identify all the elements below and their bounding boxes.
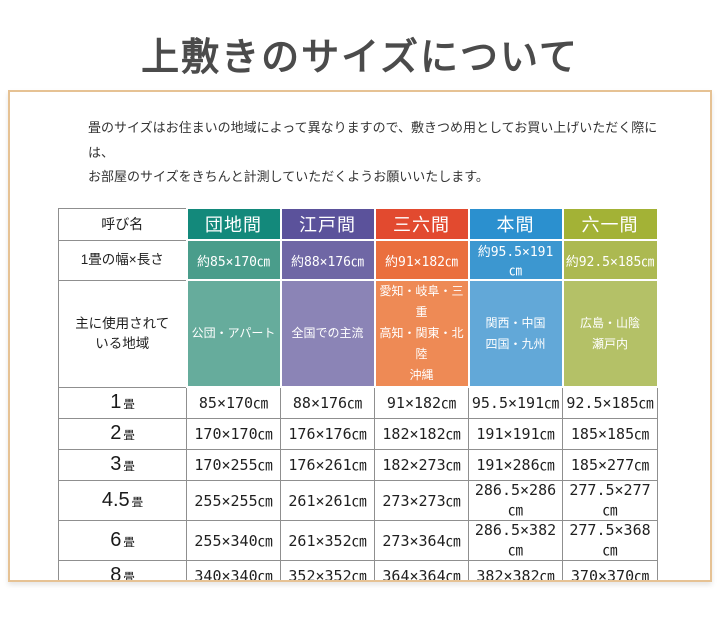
size-value-cell: 95.5×191㎝	[468, 386, 563, 419]
size-value-cell: 261×352㎝	[280, 519, 375, 561]
mat-count-unit: 畳	[123, 536, 135, 549]
region-cell: 愛知・岐阜・三重 高知・関東・北陸 沖縄	[373, 279, 470, 389]
size-value-cell: 261×261㎝	[280, 479, 375, 521]
column-header: 六一間	[561, 207, 659, 242]
size-value-cell: 277.5×277㎝	[562, 479, 658, 521]
mat-count-number: 2	[110, 422, 122, 445]
column-header: 本間	[467, 207, 564, 242]
size-value-cell: 364×364㎝	[374, 559, 469, 580]
size-value-cell: 170×255㎝	[186, 448, 281, 481]
mat-count-number: 4.5	[101, 488, 130, 511]
size-value-cell: 370×370㎝	[562, 559, 658, 580]
size-value-cell: 185×185㎝	[562, 417, 658, 450]
size-table-wrapper: 呼び名 団地間 江戸間 三六間 本間 六一間 1畳の幅×長さ 約85×170㎝ 約88×176㎝…	[58, 207, 710, 582]
size-value-cell: 91×182㎝	[374, 386, 469, 419]
size-value-cell: 88×176㎝	[280, 386, 375, 419]
size-value-cell: 176×176㎝	[280, 417, 375, 450]
region-cell: 公団・アパート	[185, 279, 282, 389]
page-title: 上敷きのサイズについて	[141, 34, 579, 79]
size-value-cell: 92.5×185㎝	[562, 386, 658, 419]
mat-count-number: 1	[110, 391, 122, 414]
one-mat-size-cell: 約88×176㎝	[279, 239, 376, 282]
size-row: 1 畳 85×170㎝ 88×176㎝ 91×182㎝ 95.5×191㎝ 92.5×185…	[58, 386, 658, 419]
tatami-size-table: 呼び名 団地間 江戸間 三六間 本間 六一間 1畳の幅×長さ 約85×170㎝ 約88×176㎝…	[58, 207, 659, 582]
corner-label: 呼び名	[58, 207, 187, 241]
one-mat-row-label: 1畳の幅×長さ	[58, 239, 187, 281]
size-row: 6 畳 255×340㎝ 261×352㎝ 273×364㎝ 286.5×382㎝ 277.…	[58, 519, 658, 561]
size-value-cell: 273×273㎝	[374, 479, 469, 521]
region-cell: 全国での主流	[279, 279, 376, 389]
size-value-cell: 176×261㎝	[280, 448, 375, 481]
one-mat-size-cell: 約92.5×185㎝	[561, 239, 659, 282]
mat-count-number: 3	[110, 453, 122, 476]
size-row: 2 畳 170×170㎝ 176×176㎝ 182×182㎝ 191×191㎝ 185×18…	[58, 417, 658, 450]
size-value-cell: 182×182㎝	[374, 417, 469, 450]
intro-line-1: 畳のサイズはお住まいの地域によって異なりますので、敷きつめ用としてお買い上げいた…	[88, 120, 658, 160]
mat-count-number: 6	[110, 528, 122, 551]
regions-row-label: 主に使用されて いる地域	[58, 279, 187, 388]
size-value-cell: 191×286㎝	[468, 448, 563, 481]
content-box: 畳のサイズはお住まいの地域によって異なりますので、敷きつめ用としてお買い上げいた…	[8, 90, 712, 582]
one-mat-size-cell: 約91×182㎝	[373, 239, 470, 282]
size-value-cell: 340×340㎝	[186, 559, 281, 580]
size-row: 3 畳 170×255㎝ 176×261㎝ 182×273㎝ 191×286㎝ 185×27…	[58, 448, 658, 481]
size-value-cell: 191×191㎝	[468, 417, 563, 450]
mat-count-unit: 畳	[123, 399, 135, 412]
region-cell: 関西・中国 四国・九州	[467, 279, 564, 389]
size-value-cell: 85×170㎝	[186, 386, 281, 419]
mat-count-unit: 畳	[123, 572, 135, 582]
size-value-cell: 182×273㎝	[374, 448, 469, 481]
column-header: 団地間	[185, 207, 282, 242]
size-value-cell: 170×170㎝	[186, 417, 281, 450]
mat-count-unit: 畳	[123, 430, 135, 443]
size-value-cell: 273×364㎝	[374, 519, 469, 561]
header-row: 呼び名 団地間 江戸間 三六間 本間 六一間	[58, 207, 659, 242]
one-mat-size-cell: 約85×170㎝	[185, 239, 282, 282]
column-header: 三六間	[373, 207, 470, 242]
size-value-cell: 286.5×286㎝	[468, 479, 563, 521]
mat-count-unit: 畳	[131, 496, 144, 509]
size-row: 4.5 畳 255×255㎝ 261×261㎝ 273×273㎝ 286.5×286㎝ 27…	[58, 479, 658, 521]
size-value-cell: 255×340㎝	[186, 519, 281, 561]
size-value-cell: 255×255㎝	[186, 479, 281, 521]
mat-count-unit: 畳	[123, 461, 135, 474]
size-row: 8 畳 340×340㎝ 352×352㎝ 364×364㎝ 382×382㎝ 370×37…	[58, 559, 658, 582]
region-cell: 広島・山陰 瀬戸内	[561, 279, 659, 389]
mat-count-label: 4.5 畳	[58, 479, 187, 521]
size-value-cell: 286.5×382㎝	[468, 519, 563, 561]
one-mat-size-cell: 約95.5×191㎝	[467, 239, 564, 282]
intro-text: 畳のサイズはお住まいの地域によって異なりますので、敷きつめ用としてお買い上げいた…	[88, 116, 670, 190]
mat-count-number: 8	[110, 564, 122, 582]
size-value-cell: 185×277㎝	[562, 448, 658, 481]
intro-line-2: お部屋のサイズをきちんと計測していただくようお願いいたします。	[88, 169, 489, 185]
column-header: 江戸間	[279, 207, 376, 242]
size-value-cell: 352×352㎝	[280, 559, 375, 580]
size-value-cell: 277.5×368㎝	[562, 519, 658, 561]
size-value-cell: 382×382㎝	[468, 559, 563, 580]
one-mat-size-row: 1畳の幅×長さ 約85×170㎝ 約88×176㎝ 約91×182㎝ 約95.5×191…	[58, 239, 659, 282]
regions-row: 主に使用されて いる地域 公団・アパート 全国での主流 愛知・岐阜・三重 高知・関東・…	[58, 279, 659, 389]
